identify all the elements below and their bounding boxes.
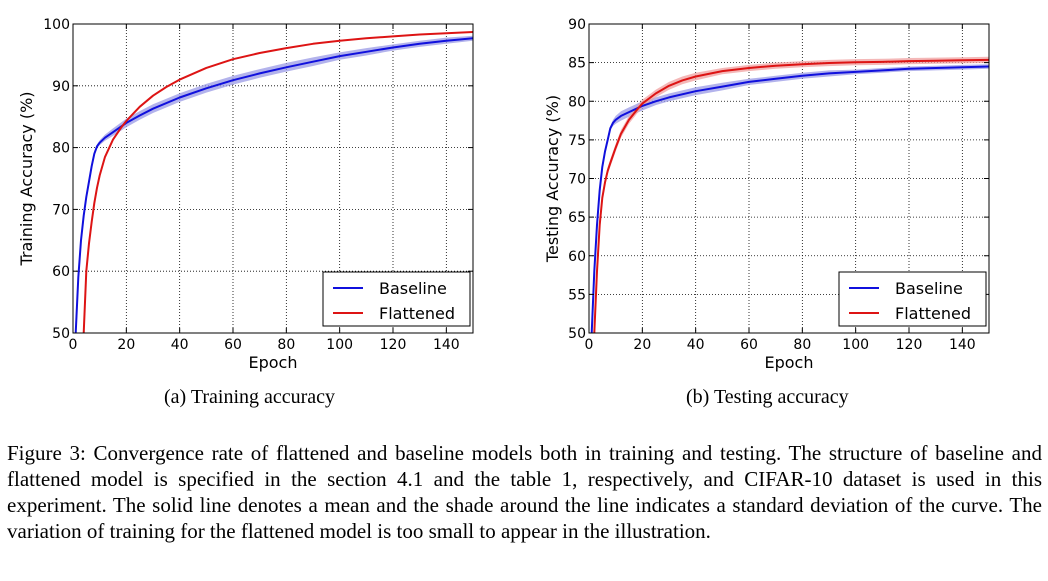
x-tick-label: 80 — [793, 337, 811, 353]
y-tick-label: 60 — [52, 264, 70, 280]
y-tick-label: 90 — [52, 79, 70, 95]
x-tick-label: 80 — [277, 337, 295, 353]
x-tick-label: 20 — [633, 337, 651, 353]
y-tick-label: 90 — [568, 17, 586, 33]
plot-area — [74, 31, 473, 333]
legend-label-flattened: Flattened — [895, 304, 971, 323]
series-line-baseline — [590, 65, 989, 333]
x-tick-label: 140 — [433, 337, 460, 353]
y-tick-label: 55 — [568, 287, 586, 303]
y-tick-label: 75 — [568, 133, 586, 149]
x-tick-label: 0 — [69, 337, 78, 353]
x-tick-label: 120 — [380, 337, 407, 353]
chart-training: 0 20 40 60 80 100 120 140 50 60 70 80 90 100 Epoch Trai… — [17, 17, 474, 372]
legend-box — [838, 271, 987, 327]
x-tick-label: 100 — [326, 337, 353, 353]
figure-caption: Figure 3: Convergence rate of flattened … — [7, 441, 1042, 543]
x-tick-label: 40 — [687, 337, 705, 353]
y-tick-label: 65 — [568, 210, 586, 226]
x-tick-label: 100 — [842, 337, 869, 353]
x-tick-label: 60 — [740, 337, 758, 353]
y-tick-label: 60 — [568, 249, 586, 265]
y-tick-label: 85 — [568, 56, 586, 72]
y-tick-label: 100 — [43, 17, 70, 33]
subcaption-b: (b) Testing accuracy — [686, 386, 849, 408]
axes-frame — [72, 23, 474, 334]
y-axis-label: Testing Accuracy (%) — [543, 95, 562, 263]
x-tick-label: 120 — [896, 337, 923, 353]
y-tick-label: 50 — [52, 326, 70, 342]
x-tick-label: 140 — [949, 337, 976, 353]
legend-label-flattened: Flattened — [379, 304, 455, 323]
series-line-flattened — [82, 31, 473, 333]
x-tick-label: 60 — [224, 337, 242, 353]
x-tick-label: 0 — [585, 337, 594, 353]
legend-label-baseline: Baseline — [379, 279, 447, 298]
y-tick-label: 70 — [568, 172, 586, 188]
series-line-baseline — [74, 37, 473, 333]
y-tick-label: 50 — [568, 326, 586, 342]
y-tick-label: 80 — [52, 141, 70, 157]
subcaption-a: (a) Training accuracy — [164, 386, 336, 408]
legend: Baseline Flattened — [322, 271, 471, 327]
x-tick-label: 40 — [171, 337, 189, 353]
y-tick-label: 70 — [52, 202, 70, 218]
y-axis-label: Training Accuracy (%) — [17, 91, 36, 266]
chart-testing: 0 20 40 60 80 100 120 140 50 55 60 65 70 75 80 85 90 Epoc… — [543, 17, 990, 372]
plot-area — [590, 56, 989, 333]
legend-box — [322, 271, 471, 327]
legend: Baseline Flattened — [838, 271, 987, 327]
x-axis-label: Epoch — [249, 353, 298, 372]
y-tick-label: 80 — [568, 94, 586, 110]
x-tick-label: 20 — [117, 337, 135, 353]
series-line-flattened — [593, 58, 989, 333]
x-axis-label: Epoch — [765, 353, 814, 372]
figure: 0 20 40 60 80 100 120 140 50 60 70 80 90 100 Epoch Trai… — [17, 17, 990, 372]
legend-label-baseline: Baseline — [895, 279, 963, 298]
